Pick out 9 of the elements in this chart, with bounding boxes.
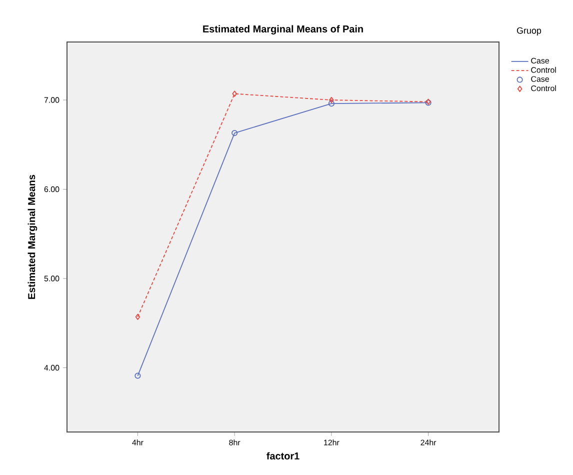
point	[232, 130, 238, 136]
chart-title: Estimated Marginal Means of Pain	[203, 25, 363, 34]
point	[135, 314, 140, 320]
point	[328, 100, 334, 107]
y-axis-title: Estimated Marginal Means	[28, 174, 38, 299]
point	[232, 90, 237, 97]
legend-title: Gruop	[516, 27, 542, 36]
point	[329, 96, 334, 104]
x-axis-title: factor1	[266, 452, 300, 460]
